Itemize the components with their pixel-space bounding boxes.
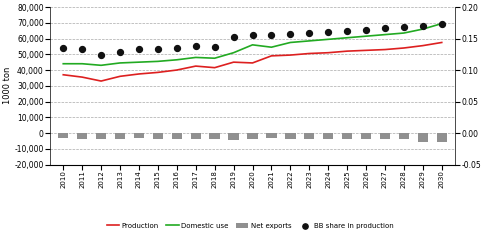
Domestic use	[192, 56, 198, 59]
Domestic use	[136, 61, 142, 63]
BB share in production	[78, 47, 86, 51]
BB share in production	[343, 29, 351, 33]
Domestic use	[439, 22, 445, 25]
Production	[401, 47, 407, 49]
Bar	[58, 133, 68, 138]
BB share in production	[154, 47, 162, 51]
Bar	[266, 133, 276, 138]
BB share in production	[419, 24, 427, 28]
Production	[325, 51, 331, 54]
BB share in production	[116, 51, 124, 54]
BB share in production	[324, 30, 332, 34]
Bar	[152, 133, 163, 138]
Domestic use	[306, 39, 312, 42]
BB share in production	[97, 53, 105, 57]
Bar	[323, 133, 334, 138]
Domestic use	[382, 33, 388, 36]
Bar	[172, 133, 182, 138]
Production	[420, 44, 426, 47]
Domestic use	[60, 62, 66, 65]
BB share in production	[173, 46, 181, 50]
Domestic use	[288, 41, 294, 44]
BB share in production	[400, 25, 408, 29]
Domestic use	[79, 62, 85, 65]
Bar	[361, 133, 372, 139]
Bar	[418, 133, 428, 142]
Domestic use	[250, 43, 256, 46]
Domestic use	[420, 28, 426, 31]
Production	[306, 52, 312, 55]
Production	[174, 69, 180, 71]
Bar	[248, 133, 258, 139]
Domestic use	[268, 46, 274, 49]
Production	[192, 65, 198, 67]
Domestic use	[325, 38, 331, 41]
BB share in production	[230, 35, 237, 39]
Production	[212, 66, 218, 69]
BB share in production	[286, 32, 294, 35]
BB share in production	[192, 44, 200, 48]
BB share in production	[306, 31, 314, 35]
Bar	[342, 133, 352, 139]
BB share in production	[59, 46, 67, 50]
BB share in production	[438, 22, 446, 26]
Production	[60, 73, 66, 76]
Domestic use	[344, 36, 350, 39]
Line: Domestic use: Domestic use	[63, 24, 442, 65]
Domestic use	[212, 57, 218, 60]
Bar	[134, 133, 144, 138]
Production	[79, 76, 85, 78]
Bar	[398, 133, 409, 138]
Domestic use	[98, 64, 104, 67]
Bar	[285, 133, 296, 138]
BB share in production	[268, 33, 276, 37]
Bar	[436, 133, 447, 142]
Bar	[96, 133, 106, 138]
Bar	[304, 133, 314, 139]
Domestic use	[230, 51, 236, 54]
Bar	[210, 133, 220, 138]
Production	[155, 71, 161, 74]
Production	[98, 80, 104, 82]
Production	[230, 61, 236, 63]
Line: Production: Production	[63, 43, 442, 81]
Domestic use	[174, 58, 180, 61]
Production	[268, 55, 274, 57]
Y-axis label: 1000 ton: 1000 ton	[2, 67, 12, 105]
Bar	[190, 133, 201, 139]
BB share in production	[210, 46, 218, 49]
Production	[382, 48, 388, 51]
Domestic use	[117, 62, 123, 64]
Domestic use	[363, 35, 369, 38]
Bar	[77, 133, 88, 139]
BB share in production	[248, 33, 256, 37]
BB share in production	[362, 28, 370, 31]
Production	[288, 54, 294, 56]
Production	[136, 73, 142, 75]
BB share in production	[381, 27, 389, 30]
Domestic use	[155, 60, 161, 63]
Production	[363, 49, 369, 52]
BB share in production	[135, 47, 143, 51]
Bar	[115, 133, 125, 138]
Production	[439, 41, 445, 44]
Bar	[228, 133, 239, 140]
Domestic use	[401, 32, 407, 35]
Production	[250, 62, 256, 64]
Bar	[380, 133, 390, 138]
Production	[344, 50, 350, 53]
Production	[117, 75, 123, 78]
Legend: Production, Domestic use, Net exports, BB share in production: Production, Domestic use, Net exports, B…	[104, 220, 396, 231]
